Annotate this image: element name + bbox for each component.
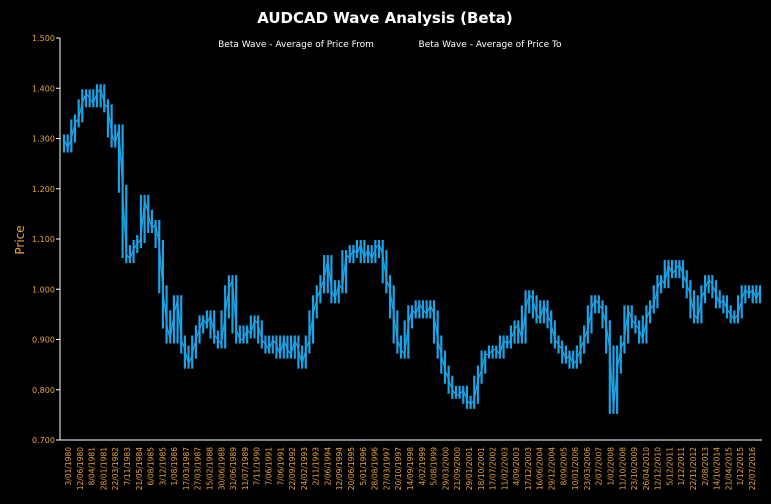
x-tick-label: 12/12/2010 [654, 447, 663, 490]
x-tick-label: 11/10/2008 [618, 447, 627, 490]
y-ticks: 0.700 0.800 0.900 1.000 1.100 1.200 1.300 1.400… [32, 34, 60, 445]
x-tick-label: 1/12/2011 [677, 447, 686, 486]
x-tick-label: 27/03/1997 [382, 447, 391, 490]
x-tick-label: 2/11/1993 [312, 447, 321, 486]
x-tick-label: 2/08/2013 [701, 447, 710, 486]
x-tick-label: 6/08/1985 [147, 447, 156, 486]
x-tick-label: 17/03/1987 [182, 447, 191, 490]
x-tick-label: 29/01/2001 [465, 447, 474, 490]
x-tick-label: 18/10/2001 [477, 447, 486, 490]
x-tick-label: 7/11/1983 [123, 447, 132, 486]
x-tick-label: 15/02/1988 [206, 447, 215, 490]
x-tick-label: 21/09/2000 [453, 447, 462, 490]
x-tick-label: 30/06/1988 [217, 447, 226, 490]
x-tick-label: 27/03/1987 [194, 447, 203, 490]
x-tick-label: 14/10/2014 [713, 447, 722, 490]
y-tick-label: 1.200 [32, 185, 55, 194]
x-tick-label: 4/02/1999 [418, 447, 427, 486]
y-tick-label: 0.800 [32, 386, 55, 395]
x-tick-label: 8/04/1981 [88, 447, 97, 486]
x-tick-label: 22/11/2012 [689, 447, 698, 490]
x-tick-label: 12/09/1994 [335, 447, 344, 490]
y-tick-label: 0.700 [32, 436, 55, 445]
series-line [63, 86, 761, 410]
x-tick-label: 28/08/1996 [371, 447, 380, 490]
y-tick-label: 1.300 [32, 135, 55, 144]
x-tick-label: 1/02/2008 [606, 447, 615, 486]
x-tick-label: 22/07/2016 [748, 447, 757, 490]
y-tick-label: 1.100 [32, 235, 55, 244]
series-area [62, 84, 762, 414]
x-tick-label: 17/12/2003 [524, 447, 533, 490]
x-ticks: 3/01/1980 12/06/1980 8/04/1981 28/01/1981 22… [64, 447, 757, 490]
x-tick-label: 8/09/2005 [559, 447, 568, 486]
x-tick-label: 7/06/1991 [276, 447, 285, 486]
x-tick-label: 24/02/1993 [300, 447, 309, 490]
x-tick-label: 1/08/1986 [170, 447, 179, 486]
legend-item-price-to: Beta Wave - Average of Price To [419, 40, 562, 50]
x-tick-label: 3/12/1985 [158, 447, 167, 486]
x-tick-label: 17/07/2002 [489, 447, 498, 490]
x-tick-label: 10/01/2006 [571, 447, 580, 490]
legend-item-price-from: Beta Wave - Average of Price From [218, 40, 374, 50]
x-tick-label: 29/03/2000 [441, 447, 450, 490]
x-tick-label: 2/06/1994 [323, 447, 332, 486]
chart-title: AUDCAD Wave Analysis (Beta) [257, 9, 513, 27]
x-tick-label: 20/06/1995 [347, 447, 356, 490]
x-tick-label: 31/06/1989 [229, 447, 238, 490]
x-tick-label: 5/08/1999 [430, 447, 439, 486]
y-tick-label: 1.500 [32, 34, 55, 43]
y-tick-label: 1.400 [32, 84, 55, 93]
x-tick-label: 22/03/1982 [111, 447, 120, 490]
x-tick-label: 21/05/1984 [135, 447, 144, 490]
x-tick-label: 29/12/2004 [548, 447, 557, 490]
y-tick-label: 1.000 [32, 285, 55, 294]
x-tick-label: 26/04/2010 [642, 447, 651, 490]
y-axis-label: Price [13, 225, 27, 254]
x-tick-label: 23/10/2009 [630, 447, 639, 490]
x-tick-label: 7/11/1990 [253, 447, 262, 486]
x-tick-label: 1/12/2015 [736, 447, 745, 486]
x-tick-label: 20/10/1997 [394, 447, 403, 490]
x-tick-label: 7/06/1991 [264, 447, 273, 486]
x-tick-label: 12/06/1980 [76, 447, 85, 490]
x-tick-label: 4/09/2003 [512, 447, 521, 486]
x-tick-label: 28/01/1981 [99, 447, 108, 490]
x-tick-label: 22/09/1992 [288, 447, 297, 490]
x-tick-label: 5/01/1996 [359, 447, 368, 486]
x-tick-label: 23/03/2006 [583, 447, 592, 490]
x-tick-label: 11/07/1989 [241, 447, 250, 490]
x-tick-label: 21/04/2015 [724, 447, 733, 490]
x-tick-label: 16/06/2004 [536, 447, 545, 490]
x-tick-label: 2/07/2007 [595, 447, 604, 486]
x-tick-label: 14/09/1998 [406, 447, 415, 490]
x-tick-label: 5/12/2011 [665, 447, 674, 486]
x-tick-label: 11/02/2003 [500, 447, 509, 490]
x-tick-label: 3/01/1980 [64, 447, 73, 486]
y-tick-label: 0.900 [32, 336, 55, 345]
